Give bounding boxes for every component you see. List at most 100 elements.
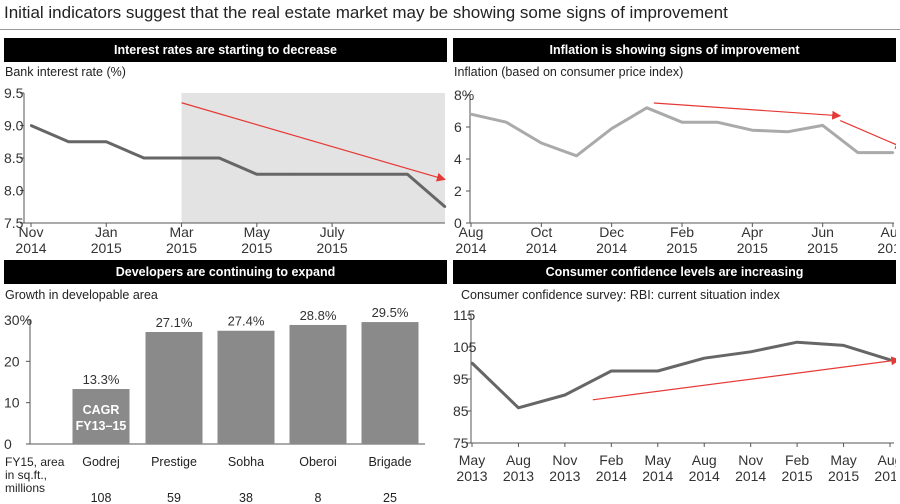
data-point bbox=[406, 173, 409, 176]
x-tick-label-year: 2015 bbox=[807, 240, 838, 253]
x-tick-label-month: May bbox=[244, 224, 270, 240]
y-tick-label: 8% bbox=[454, 87, 474, 103]
inflation-chart: 8%6420Aug2014Oct2014Dec2014Feb2015Apr201… bbox=[454, 87, 896, 253]
developers-panel-header: Developers are continuing to expand bbox=[4, 260, 447, 284]
data-point bbox=[751, 129, 754, 132]
category-label: Brigade bbox=[368, 455, 411, 469]
x-tick-label-year: 2015 bbox=[317, 240, 348, 253]
interest-panel-header: Interest rates are starting to decrease bbox=[4, 38, 447, 62]
area-value: 38 bbox=[239, 491, 253, 504]
interest-rate-chart: 9.59.08.58.07.5Nov2014Jan2015Mar2015May2… bbox=[4, 85, 447, 253]
data-point bbox=[469, 113, 473, 116]
x-tick-label-year: 2014 bbox=[735, 468, 766, 484]
bar-value-label: 13.3% bbox=[83, 372, 120, 387]
y-tick-label: 2 bbox=[454, 183, 462, 199]
bar-prestige bbox=[145, 331, 203, 444]
y-tick-label: 75 bbox=[453, 435, 469, 451]
area-value: 25 bbox=[383, 491, 397, 504]
data-point bbox=[180, 156, 183, 160]
data-point bbox=[680, 121, 684, 124]
x-tick-label-year: 2015 bbox=[241, 240, 272, 253]
y-tick-label: 30% bbox=[4, 312, 32, 328]
y-tick-label: 0 bbox=[454, 215, 462, 231]
data-point bbox=[795, 341, 799, 344]
x-tick-label-month: Nov bbox=[552, 452, 577, 468]
y-tick-label: 9.5 bbox=[4, 85, 24, 101]
y-tick-label: 85 bbox=[453, 403, 469, 419]
data-point bbox=[891, 151, 895, 154]
series-line bbox=[470, 340, 891, 410]
inflation-panel: Inflation is showing signs of improvemen… bbox=[453, 38, 896, 253]
cagr-label: CAGR bbox=[83, 403, 120, 417]
bar-value-label: 28.8% bbox=[300, 308, 337, 323]
x-tick-label-year: 2015 bbox=[166, 240, 197, 253]
bar-oberoi bbox=[289, 324, 347, 444]
x-tick-label-month: Oct bbox=[530, 224, 552, 240]
category-label: Sobha bbox=[228, 455, 264, 469]
trend-arrow bbox=[181, 102, 446, 182]
y-tick-label: 8.0 bbox=[4, 183, 24, 199]
x-tick-label-month: May bbox=[459, 452, 485, 468]
cagr-period-label: FY13–15 bbox=[76, 419, 127, 433]
x-tick-label-month: Feb bbox=[785, 452, 809, 468]
y-tick-label: 4 bbox=[454, 151, 462, 167]
y-tick-label: 20 bbox=[4, 353, 20, 369]
x-tick-label-year: 2014 bbox=[642, 468, 673, 484]
data-point bbox=[29, 124, 33, 127]
developers-panel: Developers are continuing to expand Grow… bbox=[4, 260, 447, 504]
x-tick-label-month: Aug bbox=[878, 452, 896, 468]
trend-arrow bbox=[653, 102, 842, 120]
confidence-panel-header: Consumer confidence levels are increasin… bbox=[453, 260, 896, 284]
confidence-panel: Consumer confidence levels are increasin… bbox=[453, 260, 896, 504]
x-tick-label-month: Jun bbox=[811, 224, 834, 240]
data-point bbox=[517, 406, 520, 409]
y-tick-label: 95 bbox=[453, 371, 469, 387]
x-tick-label-year: 2014 bbox=[689, 468, 720, 484]
x-tick-label-month: July bbox=[320, 224, 345, 240]
data-point bbox=[715, 121, 719, 124]
x-tick-label-month: May bbox=[645, 452, 671, 468]
area-value: 59 bbox=[167, 491, 181, 504]
x-tick-label-year: 2014 bbox=[455, 240, 486, 253]
y-tick-label: 0 bbox=[4, 436, 12, 452]
inflation-panel-header: Inflation is showing signs of improvemen… bbox=[453, 38, 896, 62]
y-tick-label: 105 bbox=[453, 339, 477, 355]
x-tick-label-year: 2014 bbox=[15, 240, 46, 253]
x-tick-label-month: Feb bbox=[670, 224, 694, 240]
x-tick-label-month: Dec bbox=[599, 224, 624, 240]
trend-arrow bbox=[840, 120, 896, 149]
x-tick-label-year: 2013 bbox=[503, 468, 534, 484]
data-point bbox=[786, 130, 789, 133]
trend-arrow bbox=[592, 356, 896, 401]
page-title: Initial indicators suggest that the real… bbox=[4, 3, 728, 22]
data-point bbox=[703, 357, 706, 360]
data-point bbox=[842, 344, 845, 347]
shaded-forecast-region bbox=[181, 93, 445, 223]
data-point bbox=[610, 127, 613, 130]
data-point bbox=[443, 205, 447, 208]
x-tick-label-year: 2014 bbox=[596, 240, 627, 253]
x-tick-label-month: Aug bbox=[459, 224, 484, 240]
area-value: 8 bbox=[315, 491, 322, 504]
x-tick-label-year: 2015 bbox=[666, 240, 697, 253]
y-tick-label: 9.0 bbox=[4, 118, 24, 134]
data-point bbox=[504, 121, 508, 124]
bar-value-label: 29.5% bbox=[372, 305, 409, 320]
data-point bbox=[656, 369, 659, 373]
bar-value-label: 27.4% bbox=[228, 314, 265, 329]
x-tick-label-month: Aug bbox=[881, 224, 896, 240]
data-point bbox=[217, 156, 221, 160]
data-point bbox=[470, 361, 474, 365]
data-point bbox=[856, 151, 860, 154]
y-tick-label: 8.5 bbox=[4, 150, 24, 166]
x-tick-label-year: 2015 bbox=[782, 468, 813, 484]
x-tick-label-year: 2014 bbox=[526, 240, 557, 253]
data-point bbox=[821, 124, 824, 127]
area-value: 108 bbox=[91, 491, 112, 504]
data-point bbox=[575, 154, 578, 157]
x-tick-label-year: 2015 bbox=[91, 240, 122, 253]
data-point bbox=[105, 140, 108, 143]
category-label: Prestige bbox=[151, 455, 197, 469]
x-tick-label-year: 2013 bbox=[549, 468, 580, 484]
x-tick-label-month: Aug bbox=[692, 452, 717, 468]
